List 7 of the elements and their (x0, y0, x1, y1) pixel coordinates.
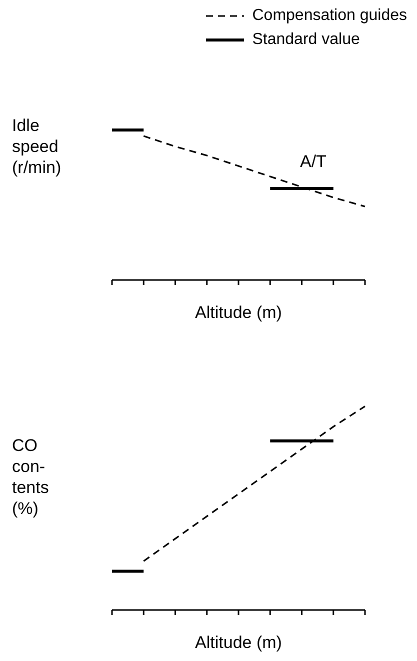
legend-label: Standard value (252, 31, 360, 49)
legend-label: Compensation guides (252, 7, 407, 25)
y-axis-title: CO con- tents (%) (12, 435, 49, 519)
y-axis-title: Idle speed (r/min) (12, 115, 62, 178)
x-axis-title: Altitude (m) (195, 303, 282, 322)
annotation: A/T (300, 152, 326, 172)
x-axis-title: Altitude (m) (195, 633, 282, 652)
